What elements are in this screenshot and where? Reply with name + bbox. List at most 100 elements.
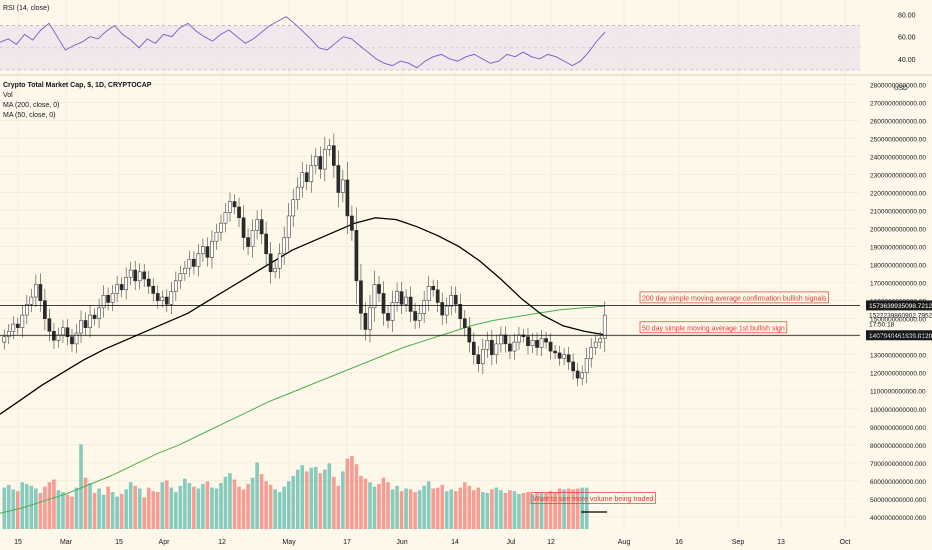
candle <box>88 305 92 338</box>
volume-bar <box>174 492 178 529</box>
volume-bar <box>282 486 286 529</box>
volume-bar <box>20 482 25 529</box>
candle-body <box>101 294 106 309</box>
candle-body <box>237 206 241 219</box>
candle <box>273 261 277 279</box>
candle-body <box>517 334 521 343</box>
x-tick-label: 16 <box>675 539 683 546</box>
volume-bar <box>508 490 512 529</box>
volume-bar <box>169 487 174 529</box>
volume-bar <box>386 482 390 529</box>
horizontal-levels[interactable]: 1573639935098.72128 1407940461839.81200 15… <box>0 300 932 341</box>
volume-bar <box>499 490 503 529</box>
candles[interactable] <box>2 133 607 387</box>
volume-bar <box>336 485 341 529</box>
candle-body <box>97 307 101 319</box>
candle <box>128 262 133 286</box>
volume-bar <box>359 475 363 529</box>
x-tick-label: Oct <box>840 539 851 546</box>
candle <box>214 223 219 250</box>
candle <box>490 329 494 366</box>
volume-bar <box>79 444 83 529</box>
volume-bar <box>97 488 101 529</box>
candle-body <box>187 258 192 269</box>
volume-bar <box>70 496 74 529</box>
volume-bars <box>2 444 589 529</box>
candle <box>593 334 598 355</box>
candle-body <box>79 320 83 334</box>
candle-body <box>508 343 512 352</box>
candle <box>526 328 530 355</box>
volume-bar <box>29 485 34 529</box>
volume-bar <box>196 488 201 529</box>
candle <box>255 210 259 240</box>
rsi-tick-label: 60.00 <box>898 35 916 42</box>
candle <box>34 274 38 307</box>
volume-bar <box>309 467 314 529</box>
volume-bar <box>277 492 282 529</box>
volume-bar <box>327 463 332 529</box>
candle-body <box>336 165 341 193</box>
annotations[interactable]: 200 day simple moving average confirmati… <box>530 291 829 513</box>
volume-bar <box>566 488 571 529</box>
ma50-price-marker: 1407940461839.81200 <box>869 333 932 340</box>
candle <box>29 289 34 313</box>
volume-note-box <box>530 492 656 504</box>
candle <box>458 293 463 330</box>
candle-body <box>476 354 481 364</box>
y-tick-label: 2600000000000.00 <box>870 118 926 125</box>
volume-bar <box>417 490 422 529</box>
candle-body <box>178 273 183 282</box>
volume-bar <box>101 494 106 529</box>
ma200-price-marker-bg <box>866 300 932 311</box>
candle-body <box>566 354 571 363</box>
candle-body <box>164 296 169 305</box>
candle-body <box>359 280 363 314</box>
candle-body <box>2 336 7 343</box>
candle-body <box>318 156 323 170</box>
volume-bar <box>264 481 268 529</box>
volume-bar <box>61 492 65 529</box>
candle <box>160 290 165 308</box>
candle <box>444 297 449 324</box>
candle-body <box>462 318 467 328</box>
candle <box>449 286 454 316</box>
candle <box>544 331 548 349</box>
y-tick-label: 2400000000000.00 <box>870 154 926 161</box>
axes: 80.00 60.00 40.00 2800000000000.00 270000000… <box>14 12 926 546</box>
candle-body <box>309 165 314 182</box>
candle <box>246 229 250 256</box>
candle <box>15 317 20 335</box>
candle <box>327 139 332 156</box>
volume-bar <box>548 491 553 529</box>
volume-bar <box>440 484 445 529</box>
volume-bar <box>354 464 359 529</box>
volume-bar <box>2 487 7 529</box>
candle <box>422 290 426 324</box>
volume-bar <box>246 484 250 529</box>
candle <box>110 284 115 312</box>
volume-bar <box>133 485 137 529</box>
volume-bar <box>128 482 133 529</box>
candle <box>553 345 557 359</box>
candle-body <box>598 338 603 343</box>
volume-bar <box>137 488 142 529</box>
candle-body <box>431 285 436 291</box>
candle-body <box>530 340 535 346</box>
volume-bar <box>467 485 472 529</box>
candle <box>183 260 187 281</box>
candle <box>74 323 79 354</box>
volume-bar <box>115 496 119 529</box>
volume-bar <box>160 482 165 529</box>
candle-body <box>183 267 187 274</box>
ma50-note: 50 day simple moving average 1st bullish… <box>642 325 785 332</box>
candle-body <box>295 186 300 200</box>
candle-body <box>286 215 291 238</box>
candle <box>372 270 377 322</box>
candle-body <box>539 338 544 348</box>
volume-bar <box>74 487 79 529</box>
volume-bar <box>318 473 323 529</box>
y-tick-label: 2000000000000.00 <box>870 227 926 234</box>
candle-body <box>426 285 431 301</box>
